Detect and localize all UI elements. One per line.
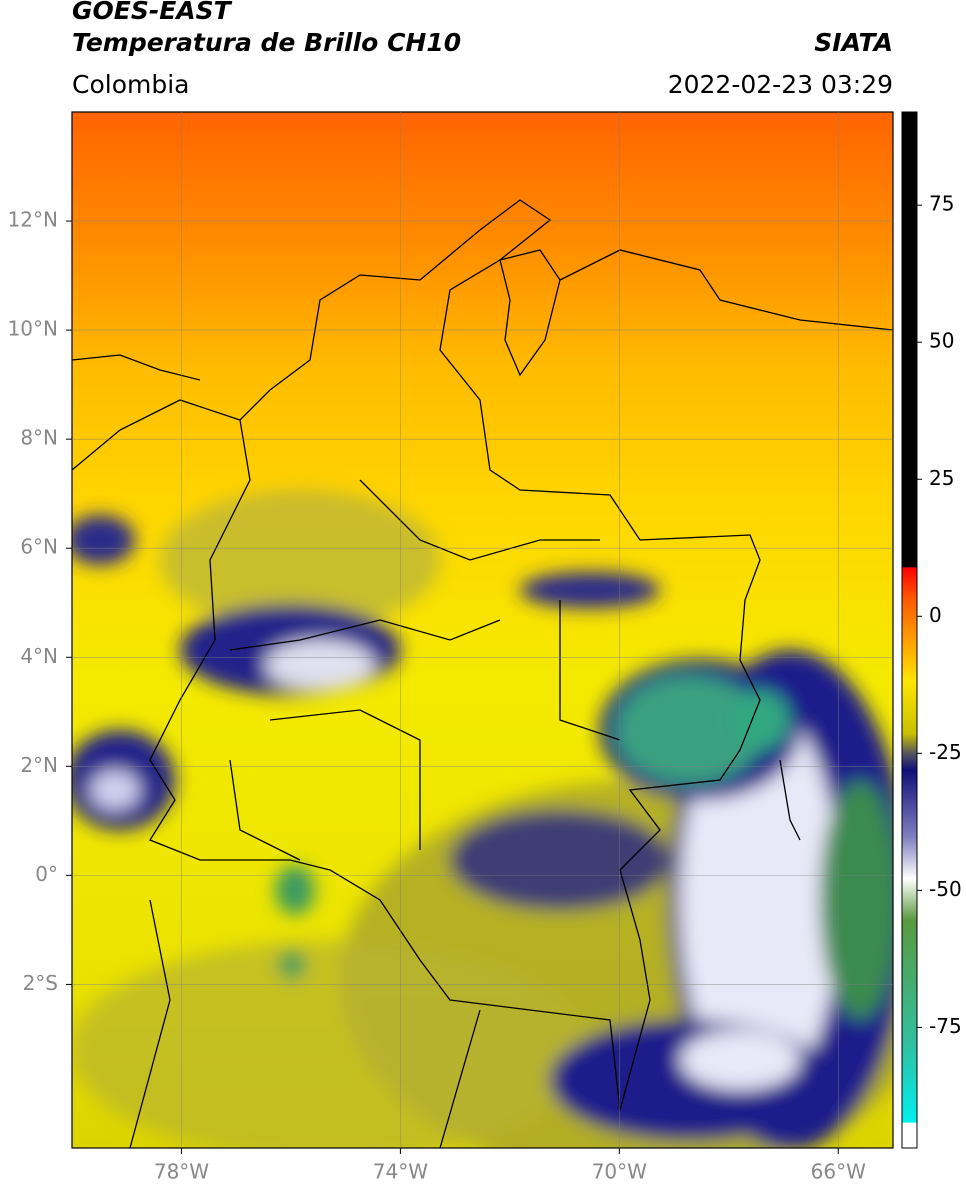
y-tick-label: 8°N [20,426,58,450]
title: GOES-EAST [72,0,231,25]
colorbar-tick-label: -25 [929,740,962,764]
source: SIATA [814,28,893,57]
y-tick-label: 10°N [8,317,58,341]
colorbar-tick-label: 50 [929,329,954,353]
y-tick-label: 4°N [20,644,58,668]
y-tick-label: 6°N [20,535,58,559]
x-tick-label: 74°W [373,1160,428,1184]
x-tick-label: 70°W [592,1160,647,1184]
y-tick-label: 2°S [23,971,58,995]
x-tick-label: 78°W [154,1160,209,1184]
colorbar-tick-label: -50 [929,877,962,901]
satellite-image [72,112,893,1148]
colorbar-tick-label: -75 [929,1014,962,1038]
colorbar [901,111,918,1149]
x-tick-label: 66°W [811,1160,866,1184]
region: Colombia [72,70,190,99]
y-tick-label: 0° [35,862,58,886]
map-frame [71,111,894,1149]
colorbar-tick-label: 0 [929,603,942,627]
y-tick-label: 2°N [20,753,58,777]
timestamp: 2022-02-23 03:29 [667,70,893,99]
subtitle: Temperatura de Brillo CH10 [72,28,462,57]
colorbar-tick-label: 25 [929,466,954,490]
y-tick-label: 12°N [8,208,58,232]
colorbar-tick-label: 75 [929,192,954,216]
